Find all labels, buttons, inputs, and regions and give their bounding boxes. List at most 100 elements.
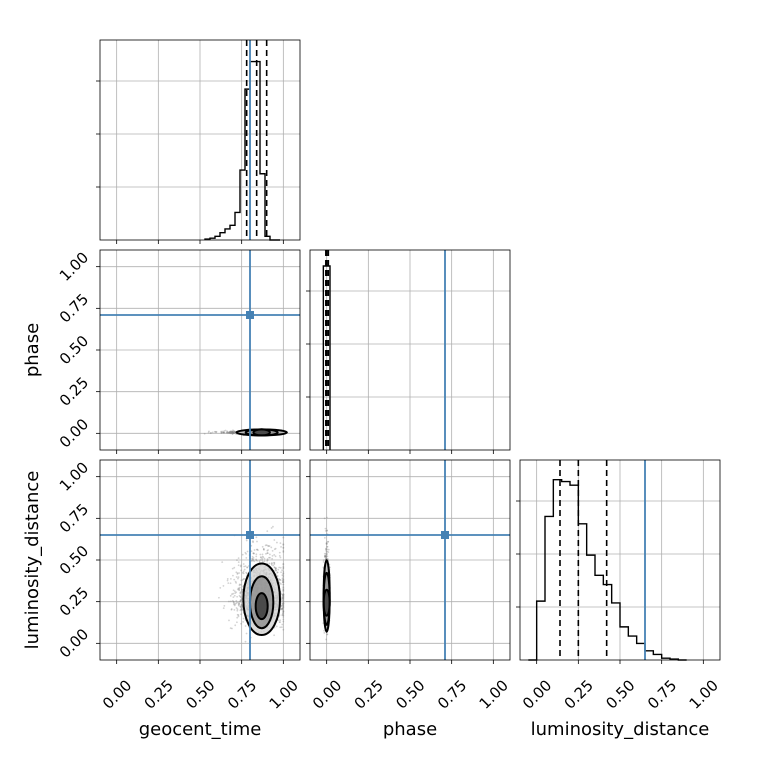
pair-phase-vs-geocent-time-point xyxy=(221,430,224,433)
pair-ld-vs-phase-point xyxy=(326,550,329,553)
pair-phase-vs-geocent-time-point xyxy=(226,431,229,434)
pair-ld-vs-geocent-time-point xyxy=(239,605,242,608)
pair-ld-vs-phase-point xyxy=(325,557,327,560)
pair-phase-vs-geocent-time-point xyxy=(229,431,231,434)
pair-ld-vs-geocent-time-point xyxy=(241,553,244,556)
pair-phase-vs-geocent-time-ytick-label-3: 0.75 xyxy=(56,290,92,326)
pair-ld-vs-geocent-time-point xyxy=(267,549,269,551)
pair-ld-vs-geocent-time-point xyxy=(271,557,274,560)
pair-phase-vs-geocent-time-point xyxy=(226,430,229,433)
pair-ld-vs-geocent-time-point xyxy=(266,530,269,533)
pair-phase-vs-geocent-time-point xyxy=(230,430,233,433)
pair-ld-vs-geocent-time-point xyxy=(281,579,284,582)
pair-ld-vs-geocent-time-point xyxy=(280,605,283,607)
pair-ld-vs-geocent-time-point xyxy=(270,546,273,549)
pair-ld-vs-geocent-time-point xyxy=(282,590,285,593)
pair-ld-vs-geocent-time-point xyxy=(259,559,262,561)
pair-ld-vs-geocent-time-point xyxy=(282,614,285,617)
pair-ld-vs-geocent-time-point xyxy=(268,553,271,556)
pair-ld-vs-geocent-time-point xyxy=(252,541,254,544)
pair-ld-vs-geocent-time-ytick-label-0: 0.00 xyxy=(56,625,92,661)
pair-ld-vs-geocent-time-point xyxy=(236,573,239,575)
pair-ld-vs-phase-point xyxy=(325,550,328,553)
pair-ld-vs-geocent-time-point xyxy=(276,575,279,577)
pair-ld-vs-geocent-time-point xyxy=(282,579,285,582)
pair-ld-vs-geocent-time-point xyxy=(239,609,242,612)
pair-ld-vs-geocent-time-point xyxy=(242,570,245,573)
pair-ld-vs-phase-point xyxy=(326,633,329,636)
pair-ld-vs-geocent-time-point xyxy=(235,581,238,584)
pair-ld-vs-geocent-time-point xyxy=(282,576,285,578)
pair-ld-vs-geocent-time-point xyxy=(240,589,243,592)
pair-ld-vs-geocent-time-point xyxy=(243,577,246,580)
pair-ld-vs-geocent-time-point xyxy=(282,596,285,599)
pair-ld-vs-geocent-time-point xyxy=(255,553,258,556)
pair-ld-vs-geocent-time-point xyxy=(240,603,243,606)
pair-ld-vs-geocent-time-point xyxy=(281,613,284,615)
pair-phase-vs-geocent-time-point xyxy=(226,431,228,434)
pair-ld-vs-geocent-time-point xyxy=(281,597,284,600)
pair-phase-vs-geocent-time-point xyxy=(232,429,234,432)
pair-ld-vs-geocent-time-point xyxy=(239,600,241,603)
pair-ld-vs-geocent-time-point xyxy=(243,568,246,571)
pair-ld-vs-phase-point xyxy=(324,555,327,558)
pair-ld-vs-geocent-time-point xyxy=(268,556,270,559)
hist-luminosity-distance: 0.00 0.25 0.50 0.75 1.00 xyxy=(516,459,722,713)
pair-ld-vs-geocent-time-point xyxy=(259,553,262,556)
pair-ld-vs-geocent-time-point xyxy=(238,602,241,605)
pair-ld-vs-phase-xtick-label-3: 0.75 xyxy=(434,676,470,712)
pair-phase-vs-geocent-time-point xyxy=(228,431,231,433)
pair-ld-vs-geocent-time-point xyxy=(259,556,262,558)
pair-ld-vs-geocent-time-point xyxy=(282,581,285,583)
pair-ld-vs-geocent-time-point xyxy=(233,602,235,605)
pair-ld-vs-geocent-time-point xyxy=(282,628,285,631)
pair-ld-vs-geocent-time-point xyxy=(261,553,264,556)
pair-ld-vs-geocent-time-point xyxy=(255,559,258,562)
pair-ld-vs-geocent-time-point xyxy=(219,587,222,589)
pair-phase-vs-geocent-time-point xyxy=(228,432,231,435)
pair-ld-vs-geocent-time-point xyxy=(232,603,235,606)
pair-ld-vs-geocent-time-ytick-label-2: 0.50 xyxy=(56,542,92,578)
pair-ld-vs-geocent-time-point xyxy=(282,583,285,586)
pair-ld-vs-geocent-time-point xyxy=(246,550,249,553)
pair-ld-vs-geocent-time-point xyxy=(245,556,248,559)
pair-ld-vs-geocent-time-point xyxy=(238,586,241,589)
pair-ld-vs-geocent-time-point xyxy=(239,591,242,594)
pair-ld-vs-geocent-time-point xyxy=(244,640,247,643)
pair-ld-vs-geocent-time-point xyxy=(240,607,243,610)
pair-ld-vs-geocent-time-point xyxy=(282,536,285,539)
pair-ld-vs-geocent-time-point xyxy=(281,597,284,600)
pair-ld-vs-geocent-time-point xyxy=(262,548,265,550)
pair-ld-vs-geocent-time-point xyxy=(282,572,285,575)
pair-ld-vs-geocent-time-point xyxy=(258,560,261,562)
pair-ld-vs-geocent-time-point xyxy=(240,591,242,593)
pair-ld-vs-geocent-time-point xyxy=(269,556,271,559)
pair-ld-vs-geocent-time-point xyxy=(282,597,285,600)
pair-ld-vs-geocent-time-point xyxy=(270,563,273,566)
pair-ld-vs-geocent-time-ytick-label-4: 1.00 xyxy=(56,458,92,494)
pair-ld-vs-geocent-time-point xyxy=(266,549,269,552)
pair-ld-vs-geocent-time-point xyxy=(282,586,285,589)
pair-phase-vs-geocent-time-point xyxy=(231,431,233,434)
pair-phase-vs-geocent-time-point xyxy=(230,431,233,434)
pair-phase-vs-geocent-time: 0.00 0.25 0.50 0.75 1.00 xyxy=(56,248,301,454)
pair-ld-vs-geocent-time-point xyxy=(273,548,276,551)
pair-ld-vs-phase-point xyxy=(326,516,328,519)
pair-ld-vs-geocent-time-point xyxy=(239,599,242,601)
pair-ld-vs-geocent-time-point xyxy=(275,567,278,569)
pair-ld-vs-geocent-time-point xyxy=(239,583,242,586)
pair-ld-vs-geocent-time-point xyxy=(221,561,224,563)
pair-ld-vs-geocent-time-point xyxy=(239,592,242,595)
pair-ld-vs-geocent-time-point xyxy=(282,618,285,621)
pair-ld-vs-geocent-time-point xyxy=(281,581,284,584)
pair-ld-vs-geocent-time-point xyxy=(282,601,285,603)
pair-ld-vs-geocent-time-point xyxy=(232,600,235,603)
pair-ld-vs-phase-point xyxy=(326,529,329,532)
pair-phase-vs-geocent-time-point xyxy=(229,431,232,434)
pair-ld-vs-phase-point xyxy=(327,540,330,543)
pair-phase-vs-geocent-time-ytick-label-1: 0.25 xyxy=(56,373,92,409)
pair-ld-vs-geocent-time-point xyxy=(276,541,278,544)
pair-ld-vs-geocent-time-point xyxy=(273,562,276,564)
pair-ld-vs-geocent-time-point xyxy=(282,611,284,614)
pair-ld-vs-geocent-time-point xyxy=(246,566,249,569)
